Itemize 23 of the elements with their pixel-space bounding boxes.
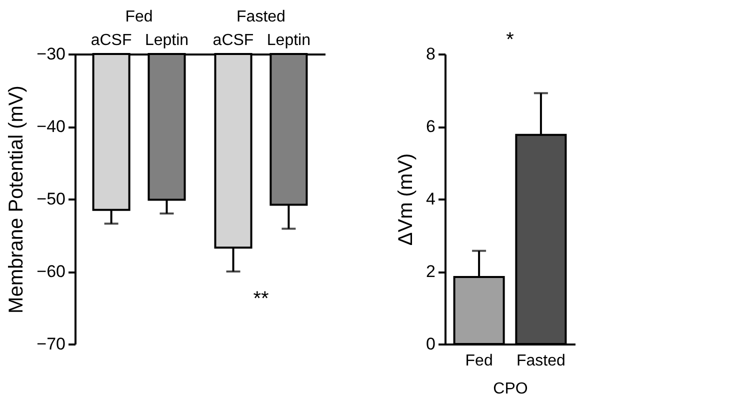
text: Leptin xyxy=(266,32,310,49)
x-axis-title: CPO xyxy=(493,380,528,398)
y-tick-label: 8 xyxy=(426,44,436,64)
x-tick-label: Fed xyxy=(465,352,493,370)
y-tick-label: −60 xyxy=(36,262,66,281)
y-axis-title: Membrane Potential (mV) xyxy=(6,86,28,314)
y-tick-label: −40 xyxy=(36,117,66,136)
y-tick-label: 6 xyxy=(426,117,436,136)
series-label: Leptin xyxy=(144,32,189,49)
x-tick-label: Fasted xyxy=(236,8,286,26)
series-label: aCSF xyxy=(90,32,132,49)
y-tick-label: −50 xyxy=(36,190,66,208)
text: aCSF xyxy=(212,32,254,49)
y-tick-label: 4 xyxy=(426,190,436,208)
x-tick-label: Fed xyxy=(125,8,153,26)
y-tick-label: −70 xyxy=(36,334,66,354)
y-axis-title: ΔVm (mV) xyxy=(395,153,418,246)
y-tick-label: 0 xyxy=(426,334,436,354)
x-tick-label: Fasted xyxy=(516,352,566,370)
text: * xyxy=(506,29,514,51)
y-tick-label: 2 xyxy=(426,262,436,281)
annotation: ** xyxy=(253,288,269,310)
y-tick-label: −30 xyxy=(36,44,66,64)
